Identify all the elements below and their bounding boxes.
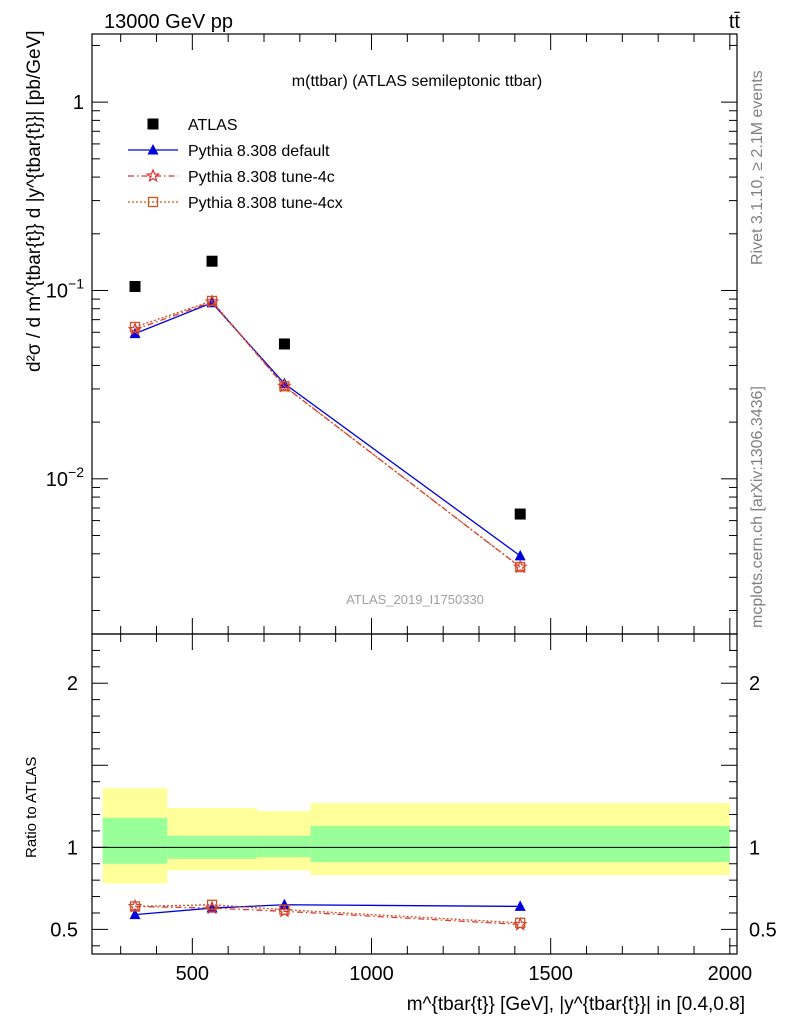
main-axis-ticks: 10−2 10−1 1 <box>46 34 737 634</box>
y-axis-label-main: d²σ / d m^{tbar{t}} d |y^{tbar{t}}| [pb/… <box>24 30 45 372</box>
data-point-main <box>515 561 526 573</box>
data-point-main <box>278 338 290 350</box>
data-point-ratio <box>206 899 218 910</box>
legend-marker <box>147 118 159 130</box>
header-left-label: 13000 GeV pp <box>104 11 233 33</box>
analysis-watermark: ATLAS_2019_I1750330 <box>346 592 484 607</box>
ratio-panel: Ratio to ATLAS 0.5 0.5 1 1 2 2 500 1000 1500 2000 <box>23 633 777 985</box>
x-tick-label: 1000 <box>349 963 394 985</box>
y-tick-label-ratio-right: 0.5 <box>749 919 777 941</box>
y-tick-label-main: 10−2 <box>46 464 84 491</box>
data-point-ratio <box>129 901 141 912</box>
y-tick-label-ratio-left: 2 <box>67 673 78 695</box>
chart-title: m(ttbar) (ATLAS semileptonic ttbar) <box>292 73 542 90</box>
data-point-ratio <box>129 908 141 920</box>
data-point-main <box>279 381 290 392</box>
data-point-main <box>206 255 218 267</box>
data-point-ratio <box>514 900 526 911</box>
legend: ATLAS Pythia 8.308 default Pythia 8.308 tu… <box>128 117 343 212</box>
legend-label: Pythia 8.308 tune-4cx <box>188 195 343 212</box>
ratio-band-inner <box>310 826 730 863</box>
main-panel: m(ttbar) (ATLAS semileptonic ttbar) ATLA… <box>24 30 738 635</box>
y-tick-label-main: 1 <box>73 92 84 114</box>
header-right-label: tt̄ <box>729 11 741 33</box>
y-tick-label-ratio-left: 0.5 <box>50 919 78 941</box>
data-point-main <box>514 508 526 520</box>
data-point-ratio <box>515 917 526 928</box>
series-line-ratio <box>134 905 521 926</box>
ratio-frame <box>91 633 738 955</box>
x-tick-label: 2000 <box>708 963 753 985</box>
legend-label: ATLAS <box>188 117 238 134</box>
main-series-group <box>127 255 528 574</box>
data-point-main <box>129 280 141 292</box>
data-point-main <box>206 295 218 307</box>
legend-marker <box>145 168 161 183</box>
y-axis-label-ratio: Ratio to ATLAS <box>23 757 40 858</box>
ratio-uncertainty-bands <box>102 788 730 884</box>
legend-marker <box>147 196 159 208</box>
data-point-main <box>514 549 526 561</box>
y-tick-label-main: 10−1 <box>46 275 84 302</box>
series-line-main <box>134 300 521 568</box>
x-axis-label: m^{tbar{t}} [GeV], |y^{tbar{t}}| in [0.4… <box>407 994 745 1015</box>
y-tick-label-ratio-right: 1 <box>749 837 760 859</box>
data-point-main <box>129 321 141 333</box>
y-tick-label-ratio-left: 1 <box>67 837 78 859</box>
legend-marker <box>147 144 159 155</box>
rivet-version-label: Rivet 3.1.10, ≥ 2.1M events <box>749 70 766 265</box>
data-point-ratio <box>279 904 290 915</box>
series-line-ratio <box>134 904 521 916</box>
legend-label: Pythia 8.308 default <box>188 143 330 160</box>
legend-label: Pythia 8.308 tune-4c <box>188 169 335 186</box>
data-point-main <box>278 377 290 389</box>
ratio-axis-ticks: 0.5 0.5 1 1 2 2 500 1000 1500 2000 <box>50 634 777 985</box>
x-tick-label: 500 <box>176 963 209 985</box>
y-tick-label-ratio-right: 2 <box>749 673 760 695</box>
series-line-main <box>134 301 521 568</box>
ratio-series-group <box>127 898 528 931</box>
series-line-ratio <box>134 904 521 924</box>
series-line-main <box>134 302 521 557</box>
ratio-band-inner <box>102 817 168 864</box>
ratio-band-inner <box>256 835 311 858</box>
mcplots-label: mcplots.cern.ch [arXiv:1306.3436] <box>749 386 766 628</box>
x-tick-label: 1500 <box>528 963 573 985</box>
